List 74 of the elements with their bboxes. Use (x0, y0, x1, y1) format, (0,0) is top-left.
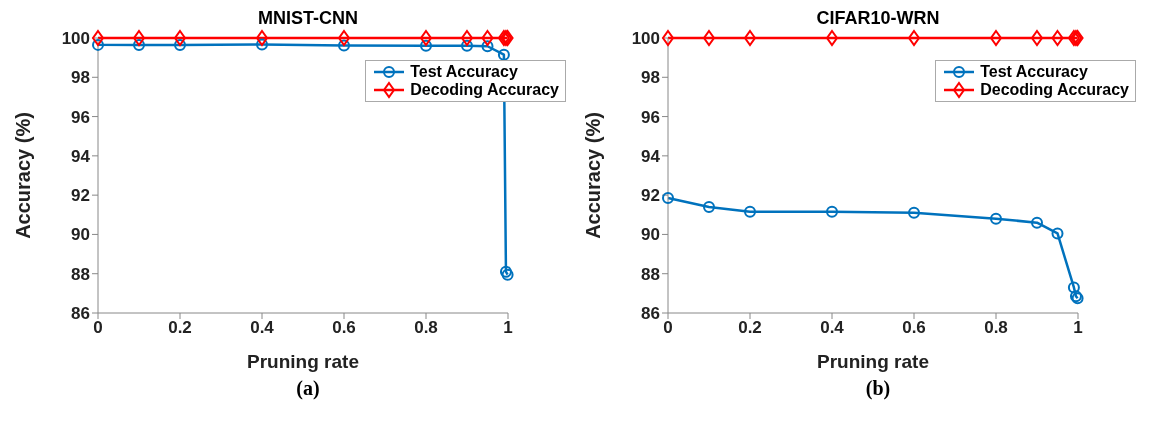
point (1031, 30, 1043, 46)
point (908, 30, 920, 46)
point (990, 212, 1002, 225)
point (133, 39, 145, 52)
point (256, 38, 268, 51)
x-tick-label: 1 (1073, 318, 1083, 338)
point (1051, 227, 1064, 240)
y-tick-label: 88 (71, 264, 90, 284)
y-tick-label: 96 (641, 107, 660, 127)
point (256, 30, 268, 46)
point (990, 30, 1002, 46)
y-tick-label: 86 (641, 304, 660, 324)
legend-label: Decoding Accuracy (980, 81, 1129, 99)
point (826, 205, 838, 218)
y-tick-label: 88 (641, 264, 660, 284)
text: (a) (295, 377, 321, 400)
y-tick-label: 90 (71, 225, 90, 245)
point (662, 30, 674, 46)
y-tick-label: 92 (71, 186, 90, 206)
x-axis-title: Pruning rate (247, 351, 359, 372)
chart-title: MNIST-CNN (257, 8, 359, 28)
x-axis-title: Pruning rate (817, 351, 929, 372)
point (174, 30, 186, 46)
x-tick-label: 0.6 (902, 318, 926, 338)
x-tick-label: 0.4 (250, 318, 275, 338)
y-axis-title: Accuracy (%) (12, 112, 35, 239)
x-tick-label: 0 (93, 318, 103, 338)
point (461, 39, 473, 52)
x-tick-label: 0 (663, 318, 673, 338)
point (744, 30, 756, 46)
point (420, 39, 432, 52)
y-tick-label: 100 (61, 29, 90, 49)
point (1031, 216, 1043, 229)
chart-title: CIFAR10-WRN (815, 8, 941, 28)
y-tick-label: 90 (641, 225, 660, 245)
point (92, 38, 104, 51)
point (1051, 30, 1064, 46)
x-tick-label: 0.4 (820, 318, 845, 338)
point (338, 39, 350, 52)
y-tick-label: 86 (71, 304, 90, 324)
y-tick-label: 96 (71, 107, 90, 127)
point (174, 39, 186, 52)
point (481, 40, 494, 53)
y-tick-label: 92 (641, 186, 660, 206)
legend-label: Test Accuracy (980, 63, 1088, 81)
point (826, 30, 838, 46)
y-tick-label: 94 (71, 146, 91, 166)
x-tick-label: 0.8 (414, 318, 438, 338)
y-tick-label: 98 (71, 68, 90, 88)
point (497, 48, 510, 61)
point (908, 206, 920, 219)
x-tick-label: 0.6 (332, 318, 356, 338)
point (420, 30, 432, 46)
x-tick-label: 0.2 (738, 318, 762, 338)
y-tick-label: 94 (641, 146, 661, 166)
legend-label: Decoding Accuracy (410, 81, 559, 99)
y-axis-title: Accuracy (%) (582, 112, 605, 239)
x-tick-label: 1 (503, 318, 513, 338)
point (461, 30, 473, 46)
point (92, 30, 104, 46)
point (662, 192, 674, 205)
point (703, 30, 715, 46)
point (744, 205, 756, 218)
point (338, 30, 350, 46)
point (133, 30, 145, 46)
x-tick-label: 0.8 (984, 318, 1008, 338)
legend-label: Test Accuracy (410, 63, 518, 81)
point (703, 200, 715, 213)
y-tick-label: 98 (641, 68, 660, 88)
point (1067, 281, 1080, 294)
x-tick-label: 0.2 (168, 318, 192, 338)
point (481, 30, 494, 46)
text: (b) (864, 377, 892, 400)
y-tick-label: 100 (631, 29, 660, 49)
